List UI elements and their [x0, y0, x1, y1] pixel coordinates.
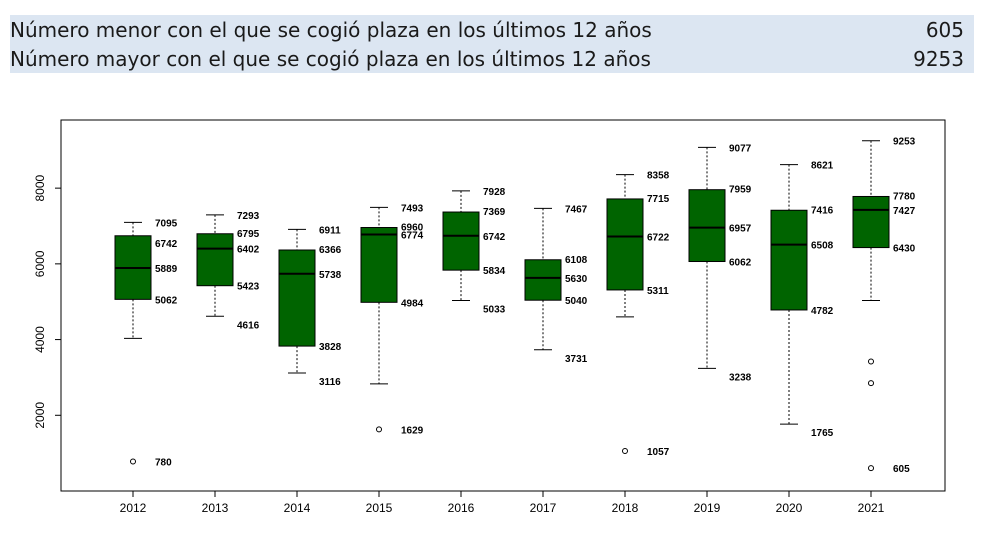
- data-label-q3: 7959: [729, 185, 752, 196]
- data-label-median: 7427: [893, 206, 916, 217]
- data-label-max: 6911: [319, 225, 341, 236]
- data-label-max: 7493: [401, 203, 424, 214]
- data-label-outlier: 605: [893, 464, 910, 475]
- outlier-point: [868, 380, 874, 387]
- summary-min-label: Número menor con el que se cogió plaza e…: [10, 17, 652, 42]
- data-label-median: 6742: [483, 232, 506, 243]
- data-label-q1: 5423: [237, 282, 260, 293]
- data-label-outlier: 1057: [647, 447, 670, 458]
- summary-max-value: 9253: [913, 46, 964, 71]
- y-tick-label: 2000: [33, 402, 47, 429]
- data-label-q3: 6742: [155, 239, 178, 250]
- data-label-q3: 7715: [647, 194, 670, 205]
- data-label-q1: 3828: [319, 342, 342, 353]
- box-iqr: [196, 233, 234, 287]
- box-iqr: [770, 209, 808, 311]
- outlier-point: [130, 458, 136, 465]
- data-label-max: 9253: [893, 137, 916, 148]
- summary-min-value: 605: [925, 17, 964, 42]
- data-label-q3: 6366: [319, 245, 342, 256]
- data-label-q1: 4782: [811, 306, 834, 317]
- data-label-outlier: 1629: [401, 425, 424, 436]
- x-tick-label: 2020: [776, 501, 803, 515]
- y-tick-label: 8000: [33, 174, 47, 201]
- data-label-q1: 5834: [483, 266, 506, 277]
- outlier-point: [376, 426, 382, 433]
- data-label-q1: 4984: [401, 298, 424, 309]
- data-label-median: 6774: [401, 231, 424, 242]
- summary-row-min: Número menor con el que se cogió plaza e…: [10, 15, 974, 44]
- data-label-q3: 6795: [237, 229, 260, 240]
- data-label-max: 7928: [483, 187, 506, 198]
- data-label-q3: 7780: [893, 191, 916, 202]
- data-label-q1: 6062: [729, 258, 752, 269]
- data-label-median: 5630: [565, 274, 588, 285]
- data-label-q1: 5040: [565, 296, 588, 307]
- data-label-median: 6957: [729, 224, 752, 235]
- data-label-max: 7467: [565, 204, 588, 215]
- data-label-q3: 6108: [565, 255, 588, 266]
- data-label-min: 3238: [729, 372, 752, 383]
- x-tick-label: 2021: [858, 501, 885, 515]
- box-iqr: [688, 189, 726, 263]
- summary-row-max: Número mayor con el que se cogió plaza e…: [10, 44, 974, 73]
- data-label-q3: 7416: [811, 205, 834, 216]
- data-label-min: 5033: [483, 304, 506, 315]
- data-label-max: 9077: [729, 143, 752, 154]
- data-label-q1: 5062: [155, 295, 178, 306]
- x-tick-label: 2015: [366, 501, 393, 515]
- outlier-point: [868, 358, 874, 365]
- data-label-max: 7095: [155, 218, 178, 229]
- outlier-point: [622, 447, 628, 454]
- x-tick-label: 2016: [448, 501, 475, 515]
- x-tick-label: 2012: [120, 501, 147, 515]
- data-label-median: 5889: [155, 264, 178, 275]
- data-label-min: 3116: [319, 377, 341, 388]
- x-tick-label: 2019: [694, 501, 721, 515]
- box-iqr: [278, 249, 316, 347]
- x-tick-label: 2014: [284, 501, 311, 515]
- data-label-outlier: 780: [155, 457, 172, 468]
- box-iqr: [524, 259, 562, 301]
- box-iqr: [360, 227, 398, 303]
- data-label-min: 4616: [237, 320, 260, 331]
- box-iqr: [606, 198, 644, 291]
- data-label-q1: 6430: [893, 244, 916, 255]
- box-iqr: [852, 195, 890, 249]
- data-label-median: 6722: [647, 233, 670, 244]
- data-label-q3: 6960: [401, 223, 424, 234]
- data-label-max: 8358: [647, 171, 670, 182]
- summary-max-label: Número mayor con el que se cogió plaza e…: [10, 46, 651, 71]
- y-tick-label: 6000: [33, 250, 47, 277]
- data-label-median: 5738: [319, 270, 342, 281]
- data-label-min: 3731: [565, 354, 588, 365]
- data-label-median: 6402: [237, 245, 260, 256]
- x-tick-label: 2017: [530, 501, 557, 515]
- x-tick-label: 2013: [202, 501, 229, 515]
- x-tick-label: 2018: [612, 501, 639, 515]
- data-label-q3: 7369: [483, 207, 506, 218]
- data-label-min: 1765: [811, 428, 834, 439]
- data-label-median: 6508: [811, 241, 834, 252]
- data-label-q1: 5311: [647, 286, 669, 297]
- y-tick-label: 4000: [33, 326, 47, 353]
- data-label-max: 7293: [237, 211, 260, 222]
- outlier-point: [868, 465, 874, 472]
- plot-frame: [60, 119, 946, 492]
- data-label-max: 8621: [811, 161, 834, 172]
- box-iqr: [442, 211, 480, 271]
